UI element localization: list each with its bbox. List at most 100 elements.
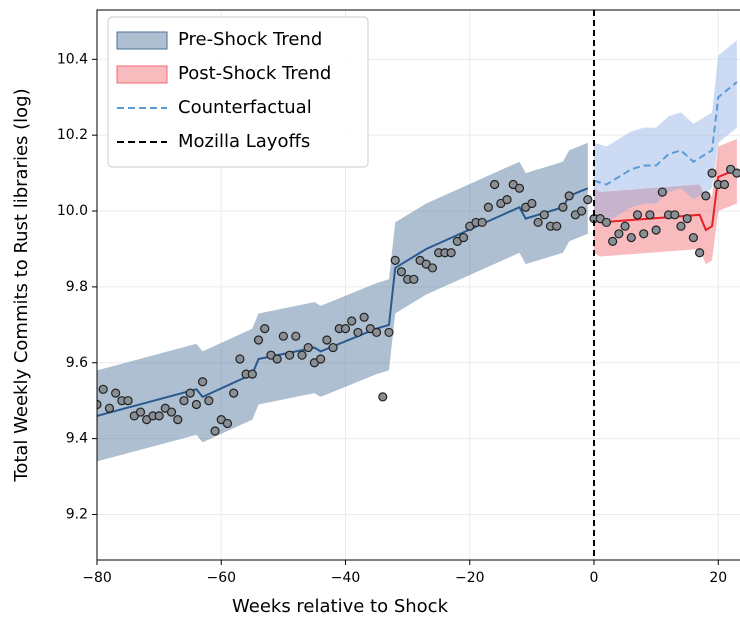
data-point — [707, 168, 717, 178]
data-point — [483, 202, 493, 212]
trend-line — [97, 187, 589, 417]
data-point — [620, 221, 630, 231]
legend-label: Post-Shock Trend — [178, 63, 331, 84]
data-point — [371, 327, 382, 338]
axes: −80 −60 −40 −20 0 20 9.2 9.4 9.6 9.8 10.0 10.2 10.4 — [57, 9, 740, 586]
data-point — [601, 217, 612, 228]
data-point — [97, 399, 102, 410]
legend-swatch — [116, 31, 168, 50]
data-point — [384, 327, 394, 338]
data-point — [359, 312, 369, 322]
data-point — [284, 350, 295, 360]
data-point — [657, 187, 667, 197]
data-point — [104, 403, 115, 413]
data-point — [173, 415, 183, 425]
x-tick-label: 0 — [590, 570, 599, 586]
data-point — [166, 407, 177, 417]
data-point — [632, 210, 643, 220]
data-point — [154, 411, 164, 421]
data-point — [576, 206, 587, 216]
data-point — [539, 210, 549, 220]
data-point — [353, 327, 363, 338]
data-point — [210, 426, 220, 436]
data-point — [297, 350, 307, 360]
data-point — [719, 179, 730, 190]
data-point — [626, 232, 636, 243]
legend-label: Pre-Shock Trend — [178, 29, 322, 50]
data-point — [98, 384, 108, 394]
data-point — [272, 354, 282, 364]
data-point — [111, 388, 121, 398]
data-point — [378, 392, 388, 402]
plot-area — [97, 10, 740, 560]
data-point — [514, 183, 525, 193]
legend-swatch — [116, 65, 168, 84]
data-point — [682, 214, 692, 224]
data-point — [198, 377, 208, 387]
y-tick-label: 10.4 — [57, 51, 88, 67]
confidence-band — [594, 138, 737, 265]
data-point — [688, 232, 699, 243]
data-point — [614, 229, 624, 239]
data-point — [340, 324, 351, 334]
data-point — [552, 221, 562, 231]
y-axis-label: Total Weekly Commits to Rust libraries (… — [11, 88, 32, 482]
data-point — [247, 369, 257, 379]
data-point — [409, 274, 419, 284]
data-point — [123, 396, 133, 406]
y-tick-label: 9.6 — [66, 355, 88, 371]
data-point — [316, 354, 326, 364]
data-point — [639, 229, 649, 239]
data-point — [583, 195, 593, 205]
data-point — [185, 388, 195, 398]
data-point — [322, 335, 332, 345]
data-point — [670, 210, 680, 220]
data-point — [608, 236, 618, 246]
data-point — [328, 342, 338, 353]
data-point — [396, 267, 407, 277]
data-point — [651, 225, 661, 235]
data-point — [204, 396, 214, 406]
data-point — [695, 248, 705, 258]
data-point — [427, 263, 438, 273]
data-point — [527, 198, 537, 209]
legend-box — [107, 16, 369, 168]
data-point — [701, 191, 711, 201]
x-tick-label: −40 — [331, 570, 361, 586]
confidence-band — [594, 40, 737, 223]
data-point — [229, 388, 239, 398]
x-tick-label: 20 — [709, 570, 727, 586]
data-point — [222, 418, 233, 429]
data-point — [278, 331, 288, 341]
x-axis-label: Weeks relative to Shock — [232, 596, 449, 617]
y-tick-label: 9.4 — [66, 431, 88, 447]
data-point — [291, 331, 301, 341]
x-tick-label: −80 — [82, 570, 112, 586]
legend: Pre-Shock Trend Post-Shock Trend Counterfa… — [107, 16, 369, 168]
data-point — [477, 217, 487, 228]
data-point — [135, 407, 146, 417]
confidence-band — [97, 142, 588, 462]
axes-frame — [96, 9, 740, 561]
data-point — [676, 221, 686, 231]
data-point — [260, 324, 270, 334]
data-point — [502, 195, 512, 205]
data-point — [347, 316, 357, 326]
y-tick-label: 10.2 — [57, 127, 88, 143]
data-point — [564, 191, 574, 201]
data-point — [533, 217, 543, 228]
data-point — [253, 335, 264, 345]
y-tick-label: 9.2 — [66, 506, 88, 522]
data-point — [732, 168, 740, 178]
data-point — [303, 342, 313, 353]
y-tick-label: 9.8 — [66, 279, 88, 295]
x-tick-label: −60 — [206, 570, 236, 586]
x-tick-label: −20 — [455, 570, 485, 586]
y-tick-label: 10.0 — [57, 203, 88, 219]
trend-line — [593, 81, 738, 186]
data-point — [179, 396, 189, 406]
data-point — [490, 179, 500, 190]
legend-label: Mozilla Layoffs — [178, 131, 310, 152]
data-point — [645, 210, 655, 220]
